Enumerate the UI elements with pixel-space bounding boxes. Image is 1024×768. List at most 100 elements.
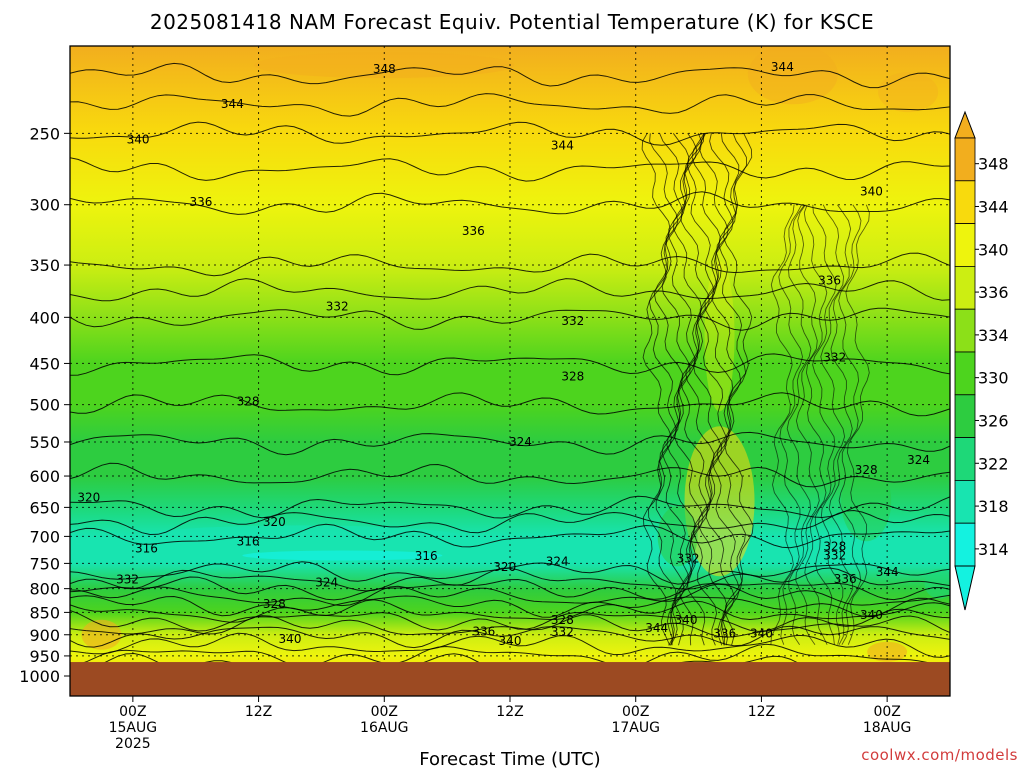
contour-label-text: 328 bbox=[855, 463, 878, 477]
contour-label-text: 332 bbox=[823, 548, 846, 562]
colorbar-segment bbox=[954, 265, 976, 310]
contour-label: 316 bbox=[415, 549, 438, 563]
contour-line bbox=[70, 121, 950, 146]
contour-label-text: 328 bbox=[237, 395, 260, 409]
contour-label-text: 340 bbox=[127, 133, 150, 147]
colorbar-segment bbox=[954, 137, 976, 182]
contour-label: 340 bbox=[279, 632, 302, 646]
colorbar-label: 348 bbox=[978, 155, 1009, 174]
colorbar-label: 318 bbox=[978, 497, 1009, 516]
contour-label: 340 bbox=[675, 613, 698, 627]
colorbar-segment bbox=[954, 351, 976, 396]
colorbar-label: 340 bbox=[978, 240, 1009, 259]
field-blob bbox=[684, 426, 755, 577]
x-tick-label: 2025 bbox=[115, 736, 151, 752]
contour-line bbox=[691, 133, 722, 646]
field-blob bbox=[242, 550, 443, 561]
y-tick-label: 350 bbox=[29, 256, 60, 275]
colorbar-label: 334 bbox=[978, 326, 1009, 345]
contour-label: 324 bbox=[315, 576, 338, 590]
contour-label: 332 bbox=[116, 573, 139, 587]
contour-label-text: 316 bbox=[237, 534, 260, 548]
contour-line bbox=[795, 204, 820, 645]
contour-label-text: 316 bbox=[415, 549, 438, 563]
y-tick-label: 550 bbox=[29, 433, 60, 452]
colorbar-label: 336 bbox=[978, 283, 1009, 302]
contour-label-text: 328 bbox=[561, 369, 584, 383]
contour-label: 344 bbox=[876, 565, 899, 579]
contour-line bbox=[673, 133, 704, 646]
colorbar-label: 344 bbox=[978, 197, 1009, 216]
contour-line bbox=[70, 632, 950, 658]
colorbar-label: 330 bbox=[978, 369, 1009, 388]
contour-label: 324 bbox=[546, 554, 569, 568]
contour-line bbox=[812, 204, 837, 645]
colorbar-label: 314 bbox=[978, 540, 1009, 559]
contour-line bbox=[70, 157, 950, 182]
colorbar-segment bbox=[954, 437, 976, 481]
contour-label-text: 320 bbox=[263, 515, 286, 529]
y-tick-label: 700 bbox=[29, 527, 60, 546]
contour-line bbox=[641, 133, 673, 646]
x-axis-label: Forecast Time (UTC) bbox=[419, 749, 600, 768]
contour-label-text: 320 bbox=[77, 491, 100, 505]
colorbar-segment bbox=[954, 223, 976, 267]
colorbar: 348 344 340 336 334 330 326 322 318 314 bbox=[954, 110, 1009, 611]
y-tick-label: 650 bbox=[29, 498, 60, 517]
contour-line bbox=[786, 204, 812, 645]
contour-label-text: 328 bbox=[551, 613, 574, 627]
contour-label: 320 bbox=[493, 560, 516, 574]
colorbar-arrow-top bbox=[954, 110, 976, 139]
colorbar-segment bbox=[954, 394, 976, 438]
contour-line bbox=[723, 133, 754, 646]
contour-line bbox=[70, 561, 950, 585]
contour-label: 348 bbox=[373, 62, 396, 76]
contour-label: 344 bbox=[771, 60, 794, 74]
y-tick-label: 900 bbox=[29, 626, 60, 645]
colorbar-segment bbox=[954, 522, 976, 567]
contour-label-text: 340 bbox=[860, 184, 883, 198]
x-tick-label: 12Z bbox=[245, 704, 272, 720]
contour-label: 324 bbox=[907, 453, 930, 467]
contour-label: 344 bbox=[221, 97, 244, 111]
field-blob bbox=[867, 641, 908, 662]
contour-label-text: 336 bbox=[462, 224, 485, 238]
contour-label: 316 bbox=[135, 541, 158, 555]
y-tick-label: 400 bbox=[29, 308, 60, 327]
contour-label: 332 bbox=[677, 552, 700, 566]
plot-area: 348 344 340 344 344 336 340 336 336 332 332 332 328 3… bbox=[70, 46, 950, 696]
contour-label: 332 bbox=[326, 299, 349, 313]
contour-label-text: 340 bbox=[750, 626, 773, 640]
grid-lines bbox=[70, 46, 950, 696]
contour-label-text: 340 bbox=[860, 608, 883, 622]
contour-label-text: 336 bbox=[713, 626, 736, 640]
contour-label-text: 324 bbox=[907, 453, 930, 467]
contour-label: 332 bbox=[561, 314, 584, 328]
contour-label-text: 320 bbox=[493, 560, 516, 574]
contour-line bbox=[70, 595, 950, 618]
contour-label-text: 348 bbox=[373, 62, 396, 76]
contour-label: 336 bbox=[472, 625, 495, 639]
contour-line bbox=[679, 133, 710, 646]
contour-line bbox=[70, 495, 950, 519]
contour-label: 340 bbox=[860, 184, 883, 198]
contour-line bbox=[716, 133, 747, 646]
contour-label: 328 bbox=[561, 369, 584, 383]
contour-line bbox=[661, 133, 691, 646]
y-tick-label: 950 bbox=[29, 647, 60, 666]
x-tick-label: 12Z bbox=[496, 704, 523, 720]
x-tick-label: 16AUG bbox=[360, 720, 409, 736]
contour-line bbox=[838, 204, 862, 645]
contour-label: 340 bbox=[860, 608, 883, 622]
contour-label-text: 324 bbox=[509, 435, 532, 449]
contour-label-text: 336 bbox=[472, 625, 495, 639]
contour-label-text: 344 bbox=[551, 139, 574, 153]
contour-line bbox=[70, 509, 950, 536]
contour-label: 328 bbox=[237, 395, 260, 409]
contour-label-text: 344 bbox=[771, 60, 794, 74]
contour-line bbox=[648, 133, 679, 646]
contour-label: 344 bbox=[551, 139, 574, 153]
y-tick-label: 600 bbox=[29, 467, 60, 486]
y-tick-label: 750 bbox=[29, 554, 60, 573]
